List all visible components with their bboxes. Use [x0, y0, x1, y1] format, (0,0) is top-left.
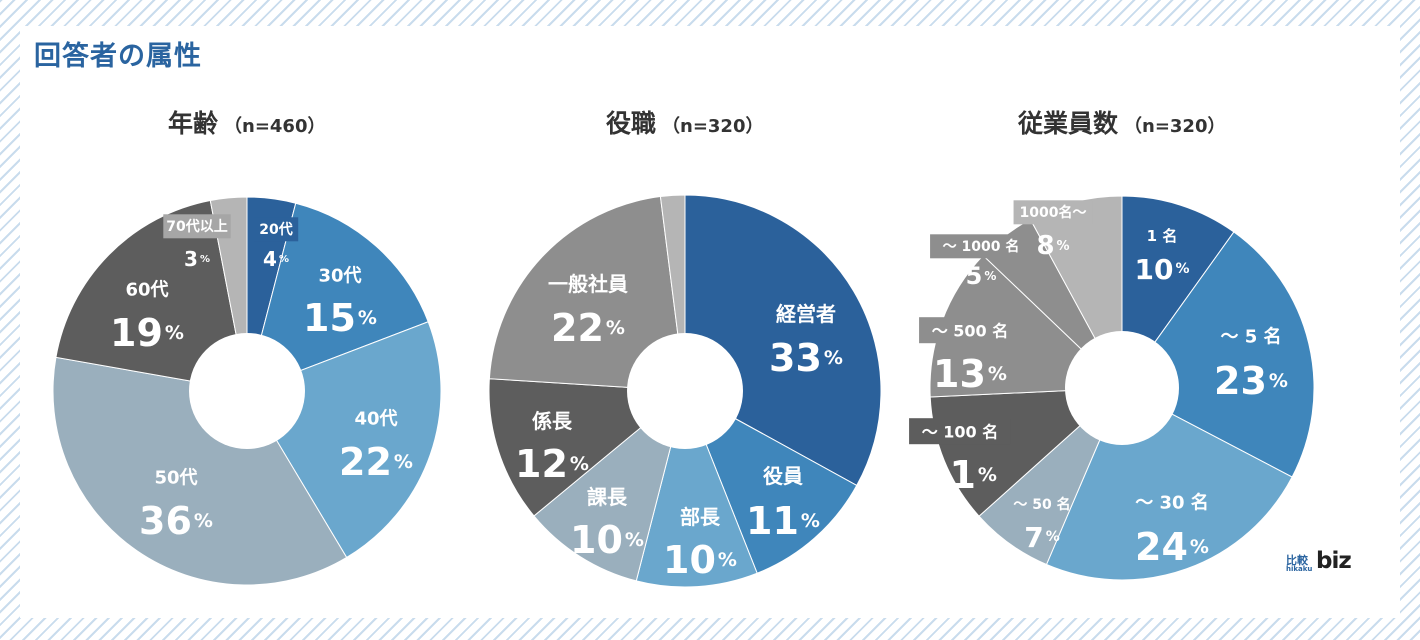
slice-label: ～ 5 名: [1220, 326, 1281, 348]
slice-value: 36%: [139, 499, 213, 543]
slice-label: 部長: [680, 505, 721, 529]
slice-label: ～ 30 名: [1135, 492, 1209, 514]
slice-value: 13%: [933, 352, 1007, 396]
chart-title-employees-text: 従業員数: [1018, 109, 1119, 138]
logo-kanji: 比較: [1286, 554, 1308, 567]
slice-value: 15%: [303, 296, 377, 340]
slice-label-box: [930, 234, 1032, 259]
pie-slice: [55, 199, 248, 392]
slice-value: 10%: [663, 538, 737, 582]
chart-n-age: （n=460）: [224, 116, 326, 137]
slice-label-box: [909, 418, 1011, 445]
logo-romaji: hikaku: [1286, 565, 1313, 573]
slice-label: ～ 500 名: [932, 322, 1009, 341]
slice-value: 33%: [769, 336, 843, 380]
pie-slice: [52, 356, 348, 586]
slice-label: 1000名～: [1020, 204, 1087, 221]
slice-value: 10%: [1135, 253, 1190, 286]
slice-label: 60代: [125, 280, 168, 301]
slice-label: 1 名: [1147, 227, 1178, 245]
slice-label-box: [253, 217, 299, 242]
pie-slice: [635, 389, 758, 588]
slice-value: 8%: [1036, 231, 1069, 261]
hikaku-biz-logo: 比較 hikaku biz: [1286, 548, 1366, 578]
chart-title-position-text: 役職: [606, 109, 657, 138]
pie-slice: [488, 195, 686, 392]
donut-chart-1: 経営者 33 % 役員 11 % 部長 10 % 課長 10 % 係長 12 % 一般社員 22%: [488, 194, 882, 588]
slice-label: ～ 50 名: [1013, 496, 1070, 513]
slice-value: 11%: [746, 499, 820, 543]
slice-label: 50代: [154, 468, 197, 489]
donut-hole: [189, 333, 305, 449]
slice-label: 40代: [354, 409, 397, 430]
slice-label: ～ 1000 名: [943, 238, 1020, 255]
pie-slice: [246, 202, 429, 392]
slice-value: 12%: [515, 442, 589, 486]
chart-n-employees: （n=320）: [1124, 116, 1226, 137]
slice-value: 22%: [339, 440, 413, 484]
pie-slice: [684, 389, 858, 574]
chart-title-employees: 従業員数 （n=320）: [1018, 104, 1226, 140]
slice-label-box: [1013, 200, 1093, 225]
chart-title-position: 役職 （n=320）: [606, 104, 764, 140]
slice-value: 10%: [570, 518, 644, 562]
donut-chart-0: 20代 4 % 30代 15 % 40代 22 % 50代 36 % 60代 19 % 70代以上 3%: [52, 196, 442, 586]
slice-label: 課長: [587, 485, 628, 509]
pie-slice: [533, 389, 686, 582]
chart-title-age: 年齢 （n=460）: [168, 104, 326, 140]
donut-hole: [1065, 331, 1179, 445]
slice-label: 70代以上: [166, 218, 227, 235]
slice-value: 3%: [184, 247, 210, 271]
slice-label: 役員: [763, 464, 803, 488]
slice-label: ～ 100 名: [922, 423, 999, 442]
slice-value: 24%: [1135, 525, 1209, 569]
slice-label-box: [919, 317, 1021, 344]
logo-word: biz: [1316, 548, 1352, 574]
chart-n-position: （n=320）: [662, 116, 764, 137]
slice-value: 11%: [923, 453, 997, 497]
slice-label: 20代: [259, 221, 292, 238]
slice-label: 30代: [318, 266, 361, 287]
slice-value: 22%: [551, 306, 625, 350]
slice-value: 19%: [110, 311, 184, 355]
slice-value: 23%: [1214, 359, 1288, 403]
pie-slice: [1121, 231, 1315, 478]
slice-value: 5%: [966, 262, 997, 290]
chart-title-age-text: 年齢: [168, 109, 219, 138]
donut-hole: [627, 333, 743, 449]
page-title: 回答者の属性: [34, 41, 202, 72]
donut-chart-2: 1 名 10 % ～ 5 名 23 % ～ 30 名 24 % ～ 50 名 7 % ～ 100 名 11…: [909, 195, 1315, 581]
slice-label: 一般社員: [548, 272, 628, 296]
slice-value: 7%: [1024, 521, 1060, 554]
slice-label: 経営者: [776, 302, 836, 326]
slice-label-box: [163, 214, 231, 239]
slice-value: 4%: [263, 247, 289, 271]
slice-label: 係長: [532, 409, 573, 433]
